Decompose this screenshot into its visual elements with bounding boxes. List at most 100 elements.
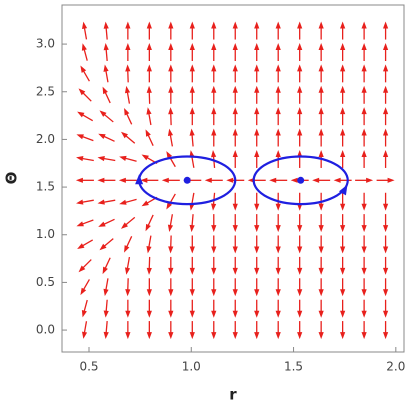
arrow-head xyxy=(124,245,130,253)
arrow-head xyxy=(361,289,367,297)
arrow-head xyxy=(318,310,324,318)
arrow-head xyxy=(189,289,195,297)
field-arrow xyxy=(124,256,131,275)
field-arrow xyxy=(297,235,303,254)
arrow-head xyxy=(232,128,238,136)
arrow-head xyxy=(340,128,346,136)
arrow-head xyxy=(232,246,238,254)
arrow-head xyxy=(98,221,106,227)
arrow-head xyxy=(211,149,217,158)
field-arrow xyxy=(97,156,116,162)
arrow-head xyxy=(204,177,212,183)
field-arrow xyxy=(167,128,174,147)
arrow-head xyxy=(254,310,260,318)
arrow-head xyxy=(232,267,238,275)
arrow-head xyxy=(80,65,87,73)
field-arrow xyxy=(254,214,260,233)
field-arrow xyxy=(312,177,331,183)
arrow-head xyxy=(275,203,281,211)
field-arrow xyxy=(125,321,131,340)
arrow-head xyxy=(340,289,346,297)
field-arrow xyxy=(78,259,92,273)
arrow-head xyxy=(168,289,174,297)
field-arrow xyxy=(168,64,174,83)
arrow-head xyxy=(318,85,324,93)
field-arrow xyxy=(232,107,238,126)
arrow-head xyxy=(254,85,260,93)
arrow-head xyxy=(161,177,169,183)
arrow-head xyxy=(232,203,238,211)
field-arrow xyxy=(382,21,389,40)
fixed-point xyxy=(183,176,191,184)
field-arrow xyxy=(168,321,174,340)
field-arrow xyxy=(340,21,346,40)
field-arrow xyxy=(297,192,303,211)
arrow-head xyxy=(146,21,152,29)
field-arrow xyxy=(119,155,137,162)
arrow-head xyxy=(297,246,303,254)
arrow-head xyxy=(120,131,129,139)
field-arrow xyxy=(376,177,395,183)
field-arrow xyxy=(382,128,389,147)
field-arrow xyxy=(318,64,324,83)
field-arrow xyxy=(211,214,217,233)
arrow-head xyxy=(189,64,195,72)
field-arrow xyxy=(275,64,281,83)
field-arrow xyxy=(103,64,109,83)
field-arrow xyxy=(168,256,174,275)
arrow-head xyxy=(211,310,217,318)
field-arrow xyxy=(189,214,195,233)
arrow-head xyxy=(382,107,389,115)
y-tick-label: 0.5 xyxy=(36,275,55,289)
field-arrow xyxy=(340,256,346,275)
arrow-head xyxy=(98,133,106,140)
arrow-head xyxy=(297,128,303,136)
arrow-head xyxy=(269,177,277,183)
field-arrow xyxy=(318,128,324,147)
arrow-head xyxy=(340,246,346,254)
arrow-head xyxy=(361,85,367,93)
field-arrow xyxy=(103,21,109,40)
field-arrow xyxy=(361,128,367,147)
arrow-head xyxy=(211,203,217,211)
arrow-head xyxy=(145,129,151,137)
field-arrow xyxy=(146,278,152,297)
field-arrow xyxy=(318,299,324,318)
arrow-head xyxy=(125,64,131,72)
arrow-head xyxy=(118,177,126,183)
field-arrow xyxy=(125,64,131,83)
arrow-head xyxy=(119,199,127,205)
field-arrow xyxy=(318,21,324,40)
field-arrow xyxy=(232,192,238,211)
field-arrow xyxy=(297,214,303,233)
arrow-head xyxy=(189,85,195,93)
arrow-head xyxy=(361,107,367,115)
arrow-head xyxy=(119,155,127,161)
field-arrow xyxy=(99,110,114,123)
arrow-head xyxy=(76,156,84,162)
arrow-head xyxy=(382,21,389,29)
field-arrow xyxy=(275,235,281,254)
field-arrow xyxy=(297,21,303,40)
arrow-head xyxy=(189,224,195,233)
field-arrow xyxy=(247,177,266,183)
arrow-head xyxy=(124,267,131,275)
field-arrow xyxy=(146,64,152,83)
arrow-head xyxy=(145,223,151,232)
orbit-arrow-head xyxy=(135,174,144,185)
y-tick-label: 1.5 xyxy=(36,180,55,194)
arrow-head xyxy=(382,310,389,318)
arrow-head xyxy=(97,199,105,205)
field-arrow xyxy=(77,111,94,122)
field-arrow xyxy=(382,256,389,275)
y-tick-label: 1.0 xyxy=(36,227,55,241)
arrow-head xyxy=(103,21,109,29)
arrow-head xyxy=(81,309,87,318)
field-arrow xyxy=(318,192,324,211)
arrow-head xyxy=(146,310,152,318)
field-arrow xyxy=(232,321,238,340)
arrow-head xyxy=(275,42,281,50)
field-arrow xyxy=(211,21,217,40)
arrow-head xyxy=(76,199,84,205)
y-tick-label: 2.0 xyxy=(36,132,55,146)
